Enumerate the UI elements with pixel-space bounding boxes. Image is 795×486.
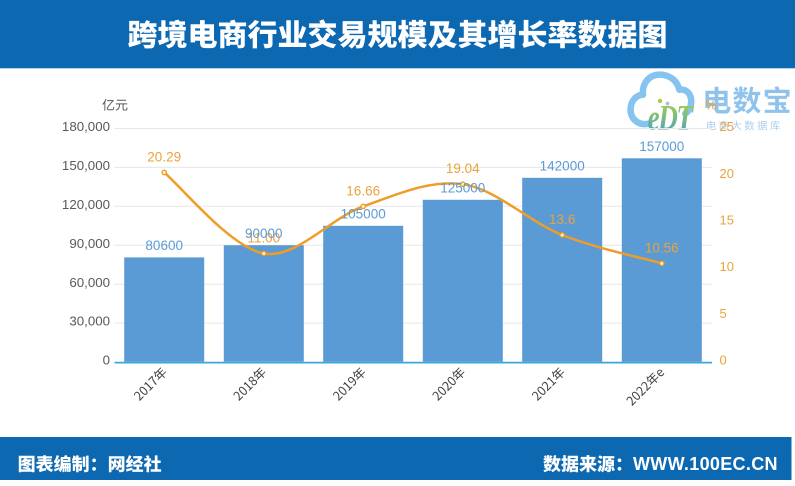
svg-text:142000: 142000 <box>540 158 585 173</box>
svg-text:80600: 80600 <box>145 238 183 253</box>
svg-text:10: 10 <box>720 259 734 274</box>
svg-text:5: 5 <box>720 306 727 321</box>
svg-text:120,000: 120,000 <box>62 197 110 212</box>
svg-text:60,000: 60,000 <box>69 275 110 290</box>
svg-text:105000: 105000 <box>341 206 386 221</box>
svg-text:90,000: 90,000 <box>69 236 110 251</box>
svg-text:30,000: 30,000 <box>69 314 110 329</box>
svg-text:%: % <box>705 98 717 113</box>
svg-text:150,000: 150,000 <box>62 158 110 173</box>
svg-text:125000: 125000 <box>440 180 485 195</box>
svg-text:25: 25 <box>720 119 734 134</box>
svg-text:WWW.100EC.CN: WWW.100EC.CN <box>633 454 778 474</box>
svg-text:0: 0 <box>103 353 110 368</box>
svg-text:157000: 157000 <box>639 139 684 154</box>
svg-text:0: 0 <box>720 353 727 368</box>
svg-text:90000: 90000 <box>245 226 283 241</box>
svg-text:180,000: 180,000 <box>62 119 110 134</box>
svg-text:20.29: 20.29 <box>147 150 181 165</box>
svg-text:16.66: 16.66 <box>346 183 380 198</box>
svg-text:19.04: 19.04 <box>446 161 480 176</box>
svg-text:10.56: 10.56 <box>645 240 679 255</box>
svg-text:20: 20 <box>720 166 734 181</box>
svg-text:13.6: 13.6 <box>549 212 575 227</box>
svg-text:15: 15 <box>720 213 734 228</box>
svg-text:11.00: 11.00 <box>247 231 280 246</box>
svg-text:eDT: eDT <box>648 98 695 137</box>
